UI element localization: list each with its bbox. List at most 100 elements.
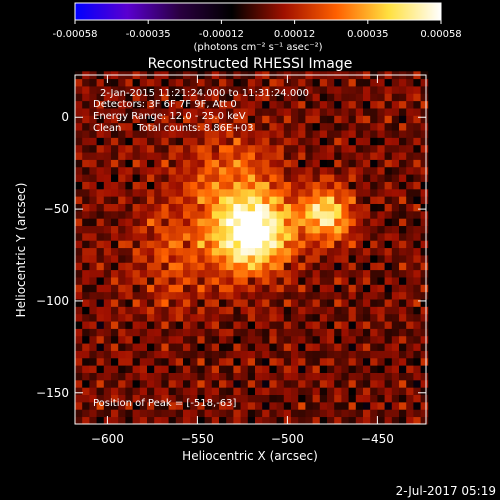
heatmap-pixel — [399, 232, 407, 241]
heatmap-pixel — [204, 218, 213, 227]
heatmap-pixel — [132, 350, 141, 359]
heatmap-pixel — [298, 86, 306, 94]
heatmap-pixel — [305, 247, 313, 256]
heatmap-pixel — [420, 218, 429, 227]
heatmap-pixel — [82, 188, 90, 197]
heatmap-pixel — [219, 203, 227, 212]
heatmap-pixel — [125, 218, 133, 227]
heatmap-pixel — [211, 122, 220, 131]
heatmap-pixel — [132, 218, 141, 227]
heatmap-pixel — [413, 357, 421, 366]
heatmap-pixel — [384, 387, 393, 396]
heatmap-pixel — [103, 335, 112, 344]
heatmap-pixel — [82, 86, 90, 94]
heatmap-pixel — [89, 196, 97, 204]
heatmap-pixel — [276, 328, 285, 337]
heatmap-pixel — [406, 159, 414, 168]
heatmap-pixel — [298, 343, 306, 351]
heatmap-pixel — [211, 291, 220, 300]
heatmap-pixel — [363, 401, 371, 410]
heatmap-pixel — [377, 93, 385, 102]
heatmap-pixel — [154, 262, 162, 271]
heatmap-pixel — [341, 166, 349, 175]
heatmap-pixel — [399, 277, 407, 285]
heatmap-pixel — [175, 218, 184, 227]
heatmap-pixel — [247, 86, 256, 94]
heatmap-pixel — [391, 394, 400, 403]
heatmap-pixel — [247, 130, 256, 138]
heatmap-pixel — [377, 379, 385, 388]
heatmap-pixel — [341, 78, 349, 87]
heatmap-pixel — [111, 232, 119, 241]
heatmap-pixel — [420, 247, 429, 256]
heatmap-pixel — [334, 321, 342, 329]
heatmap-pixel — [291, 210, 299, 219]
heatmap-pixel — [154, 255, 162, 263]
heatmap-pixel — [240, 262, 249, 271]
heatmap-pixel — [283, 379, 292, 388]
heatmap-pixel — [233, 166, 241, 175]
heatmap-pixel — [125, 247, 133, 256]
heatmap-pixel — [219, 115, 227, 124]
heatmap-pixel — [139, 313, 148, 322]
plot-frame — [74, 74, 427, 425]
heatmap-pixel — [118, 130, 126, 138]
heatmap-pixel — [240, 335, 249, 344]
heatmap-pixel — [355, 166, 364, 175]
heatmap-pixel — [377, 313, 385, 322]
heatmap-pixel — [175, 335, 184, 344]
heatmap-pixel — [327, 181, 335, 190]
heatmap-pixel — [319, 416, 328, 425]
y-tick-label: −100 — [36, 294, 69, 308]
heatmap-pixel — [204, 365, 213, 373]
heatmap-pixel — [103, 196, 112, 204]
heatmap-pixel — [327, 86, 335, 94]
heatmap-pixel — [96, 269, 105, 278]
heatmap-pixel — [204, 299, 213, 307]
heatmap-pixel — [204, 335, 213, 344]
heatmap-pixel — [420, 188, 429, 197]
heatmap-pixel — [75, 335, 83, 344]
heatmap-pixel — [291, 78, 299, 87]
heatmap-pixel — [312, 232, 321, 241]
heatmap-pixel — [219, 262, 227, 271]
heatmap-pixel — [154, 152, 162, 160]
heatmap-pixel — [82, 401, 90, 410]
heatmap-pixel — [168, 255, 177, 263]
info-clean-counts: Clean Total counts: 8.86E+03 — [93, 123, 253, 134]
heatmap-pixel — [226, 372, 234, 381]
heatmap-pixel — [168, 232, 177, 241]
heatmap-pixel — [204, 379, 213, 388]
x-tick-label: −500 — [271, 432, 304, 446]
heatmap-pixel — [161, 152, 169, 160]
heatmap-pixel — [154, 277, 162, 285]
heatmap-pixel — [391, 174, 400, 182]
heatmap-pixel — [355, 78, 364, 87]
heatmap-pixel — [183, 343, 191, 351]
heatmap-pixel — [312, 372, 321, 381]
heatmap-pixel — [420, 409, 429, 418]
heatmap-pixel — [276, 416, 285, 425]
heatmap-pixel — [197, 232, 205, 241]
heatmap-pixel — [391, 269, 400, 278]
x-axis-label: Heliocentric X (arcsec) — [182, 449, 318, 463]
heatmap-pixel — [96, 196, 105, 204]
heatmap-pixel — [89, 159, 97, 168]
heatmap-pixel — [204, 159, 213, 168]
heatmap-pixel — [139, 86, 148, 94]
heatmap-pixel — [204, 232, 213, 241]
heatmap-pixel — [147, 115, 155, 124]
heatmap-pixel — [355, 247, 364, 256]
heatmap-pixel — [132, 372, 141, 381]
heatmap-pixel — [147, 401, 155, 410]
heatmap-pixel — [291, 240, 299, 249]
heatmap-pixel — [399, 240, 407, 249]
heatmap-pixel — [125, 416, 133, 425]
heatmap-pixel — [377, 174, 385, 182]
heatmap-pixel — [276, 269, 285, 278]
heatmap-pixel — [147, 218, 155, 227]
heatmap-pixel — [82, 335, 90, 344]
heatmap-pixel — [75, 93, 83, 102]
chart-title: Reconstructed RHESSI Image — [148, 56, 353, 72]
heatmap-pixel — [240, 409, 249, 418]
